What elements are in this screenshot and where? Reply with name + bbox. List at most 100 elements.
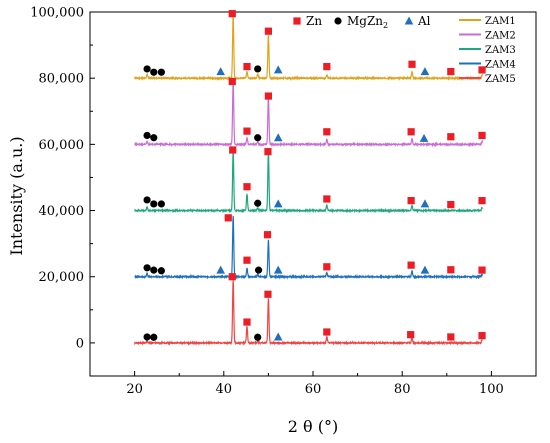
al-marker	[273, 133, 283, 142]
mgzn2-marker	[143, 196, 151, 204]
mgzn2-marker	[143, 131, 151, 140]
phase-legend-zn-marker	[293, 17, 301, 25]
mgzn2-marker	[143, 65, 151, 73]
legend-label-zam5: ZAM5	[485, 74, 516, 85]
zn-marker	[264, 290, 272, 298]
al-marker	[273, 65, 283, 74]
mgzn2-marker	[157, 68, 165, 76]
y-tick-label: 0	[76, 336, 84, 351]
zn-marker	[228, 273, 236, 281]
y-tick-label: 40,000	[39, 204, 85, 219]
series-line-zam5	[134, 280, 484, 346]
zn-marker	[243, 183, 251, 191]
series-layer	[134, 15, 484, 346]
zn-marker	[447, 200, 455, 209]
phase-legend-al-marker	[404, 16, 414, 25]
phase-legend: Zn MgZn2 Al	[293, 14, 431, 30]
plot-frame	[89, 11, 537, 377]
zn-marker	[228, 77, 236, 86]
mgzn2-marker	[254, 333, 262, 341]
x-tick-label: 40	[216, 382, 233, 397]
series-line-zam2	[134, 81, 484, 148]
y-tick-label: 80,000	[39, 72, 85, 87]
zn-marker	[323, 128, 331, 136]
zn-marker	[264, 92, 272, 100]
mgzn2-marker	[157, 200, 165, 208]
zn-marker	[407, 128, 415, 136]
zn-marker	[447, 333, 455, 341]
x-tick-label: 100	[479, 382, 504, 397]
mgzn2-marker	[150, 200, 158, 208]
zn-marker	[447, 133, 455, 141]
y-tick-label: 100,000	[30, 6, 84, 21]
zn-marker	[323, 263, 331, 271]
al-marker	[420, 67, 430, 76]
phase-legend-label: Al	[417, 14, 431, 28]
zn-marker	[323, 328, 331, 336]
zn-marker	[323, 63, 331, 71]
legend-label-zam3: ZAM3	[485, 45, 516, 56]
x-tick-label: 20	[126, 382, 143, 397]
zn-marker	[478, 66, 486, 74]
zn-marker	[407, 261, 415, 269]
mgzn2-marker	[254, 65, 262, 73]
legend-label-zam1: ZAM1	[485, 16, 516, 27]
zn-marker	[263, 231, 272, 239]
al-marker	[216, 265, 225, 274]
al-marker	[420, 199, 430, 208]
zn-marker	[478, 332, 486, 340]
zn-marker	[224, 214, 232, 222]
al-marker	[420, 265, 430, 274]
mgzn2-marker	[143, 264, 151, 272]
zn-marker	[478, 197, 486, 205]
zn-marker	[229, 146, 237, 154]
al-marker	[419, 133, 429, 142]
zn-marker	[407, 331, 415, 339]
zn-marker	[407, 197, 415, 205]
zn-marker	[408, 60, 416, 68]
mgzn2-marker	[254, 199, 262, 207]
series-line-zam3	[134, 150, 483, 214]
series-legend: ZAM1 ZAM2 ZAM3 ZAM4 ZAM5	[459, 16, 516, 85]
zn-marker	[478, 266, 486, 274]
y-axis-label: Intensity (a.u.)	[7, 136, 26, 255]
mgzn2-marker	[150, 68, 158, 76]
phase-legend-mgzn-marker	[334, 17, 342, 25]
phase-legend-label: MgZn2	[347, 14, 388, 30]
x-tick-label: 60	[305, 382, 322, 397]
zn-marker	[243, 127, 251, 135]
zn-marker	[447, 266, 455, 274]
mgzn2-marker	[150, 134, 158, 142]
mgzn2-marker	[254, 266, 263, 274]
mgzn2-marker	[143, 333, 151, 341]
zn-marker	[243, 256, 251, 264]
axis-layer: 20 40 60 80 100 0 20,000 40,000 60,000 80,000 100,…	[30, 6, 504, 398]
legend-label-zam2: ZAM2	[485, 31, 516, 42]
x-tick-label: 80	[394, 382, 411, 397]
zn-marker	[243, 63, 251, 71]
zn-marker	[478, 131, 486, 140]
zn-marker	[264, 148, 272, 156]
zn-marker	[228, 10, 236, 18]
mgzn2-marker	[150, 333, 158, 341]
mgzn2-marker	[157, 267, 165, 275]
marker-layer	[143, 10, 486, 341]
legend-label-zam4: ZAM4	[485, 60, 516, 71]
zn-marker	[243, 318, 251, 326]
mgzn2-marker	[254, 134, 262, 142]
al-marker	[273, 332, 283, 341]
al-marker	[273, 199, 283, 208]
series-line-zam4	[134, 215, 484, 280]
zn-marker	[264, 27, 272, 35]
phase-legend-label: Zn	[306, 14, 322, 28]
al-marker	[273, 265, 283, 274]
x-axis-label: 2 θ (°)	[288, 417, 338, 436]
y-tick-label: 60,000	[39, 138, 85, 153]
al-marker	[216, 67, 225, 76]
series-line-zam1	[134, 15, 484, 82]
zn-marker	[323, 195, 331, 203]
mgzn2-marker	[150, 266, 158, 274]
zn-marker	[447, 67, 455, 76]
y-tick-label: 20,000	[39, 270, 85, 285]
